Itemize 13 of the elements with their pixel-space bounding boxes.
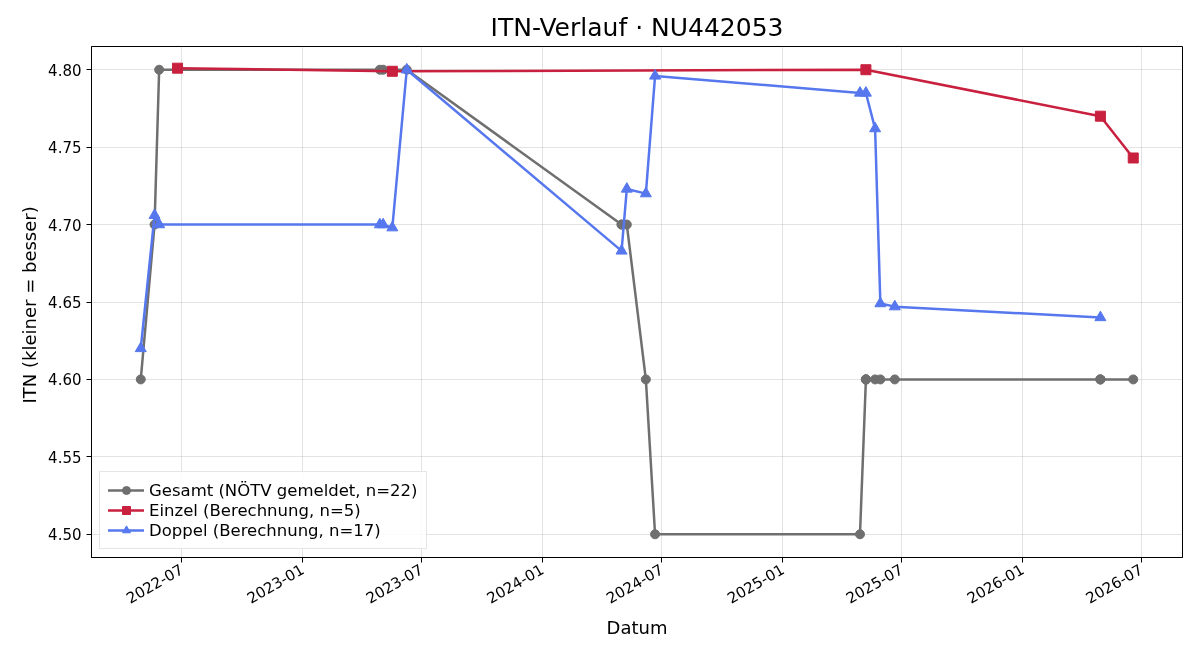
y-tick-label: 4.70 xyxy=(48,216,82,235)
legend-label: Gesamt (NÖTV gemeldet, n=22) xyxy=(149,480,418,500)
legend-label: Doppel (Berechnung, n=17) xyxy=(149,520,381,540)
y-tick-label: 4.80 xyxy=(48,61,82,80)
chart-title: ITN-Verlauf · NU442053 xyxy=(490,12,784,42)
y-tick-label: 4.60 xyxy=(48,371,82,390)
y-tick-label: 4.65 xyxy=(48,294,82,312)
y-axis-title: ITN (kleiner = besser) xyxy=(19,206,41,404)
y-tick-label: 4.50 xyxy=(48,526,82,545)
x-axis-title: Datum xyxy=(606,617,668,639)
y-tick-label: 4.55 xyxy=(48,448,82,467)
legend-label: Einzel (Berechnung, n=5) xyxy=(149,500,361,520)
y-tick-label: 4.75 xyxy=(48,139,82,158)
